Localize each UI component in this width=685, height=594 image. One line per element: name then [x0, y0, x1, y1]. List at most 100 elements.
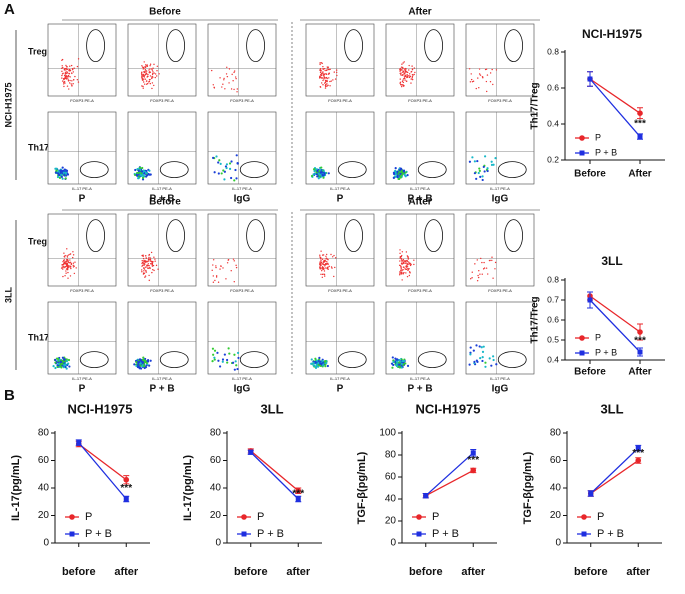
gate	[86, 219, 105, 253]
event-dot	[141, 176, 145, 179]
event-dot	[332, 256, 334, 258]
event-dot	[150, 251, 153, 254]
chart-title: 3LL	[260, 401, 283, 416]
event-dot	[141, 75, 143, 77]
event-dot	[152, 268, 154, 271]
event-dot	[212, 259, 215, 261]
event-dot	[324, 79, 327, 82]
event-dot	[236, 351, 240, 355]
event-dot	[329, 85, 331, 87]
event-dot	[235, 177, 238, 180]
event-dot	[319, 63, 321, 66]
event-dot	[154, 76, 156, 79]
y-tick-label: 40	[385, 494, 397, 505]
event-dot	[152, 71, 154, 73]
event-dot	[145, 64, 147, 66]
event-dot	[399, 257, 401, 259]
y-tick-label: 0.6	[547, 314, 559, 324]
event-dot	[64, 365, 67, 369]
event-dot	[141, 261, 144, 264]
event-dot	[322, 65, 324, 68]
event-dot	[68, 75, 70, 78]
event-dot	[333, 71, 335, 73]
event-dot	[327, 172, 330, 175]
event-dot	[64, 275, 66, 277]
event-dot	[55, 167, 58, 170]
event-dot	[149, 257, 152, 259]
event-dot	[406, 71, 409, 74]
event-dot	[468, 160, 472, 163]
y-tick-label: 0	[390, 538, 396, 549]
gate	[239, 351, 269, 369]
event-dot	[406, 275, 409, 278]
event-dot	[394, 173, 398, 176]
event-dot	[215, 155, 218, 158]
event-dot	[220, 265, 222, 267]
event-dot	[315, 172, 319, 176]
event-dot	[490, 364, 493, 367]
event-dot	[492, 358, 495, 362]
event-dot	[475, 177, 478, 180]
event-dot	[153, 72, 155, 74]
event-dot	[327, 73, 330, 75]
event-dot	[219, 162, 222, 165]
event-dot	[217, 161, 220, 164]
event-dot	[63, 265, 65, 268]
event-dot	[145, 269, 147, 272]
event-dot	[399, 84, 402, 86]
event-dot	[230, 160, 233, 163]
event-dot	[150, 260, 153, 263]
gate	[344, 29, 364, 62]
event-dot	[326, 66, 328, 68]
event-dot	[61, 264, 64, 266]
event-dot	[145, 257, 147, 259]
y-tick-label: 20	[210, 510, 222, 521]
axis-caption: IL-17 PE-A	[330, 186, 350, 191]
event-dot	[407, 267, 409, 270]
event-dot	[154, 258, 156, 260]
event-dot	[407, 261, 410, 263]
event-dot	[402, 170, 405, 173]
event-dot	[235, 154, 238, 157]
event-dot	[321, 73, 323, 75]
event-dot	[219, 268, 221, 270]
event-dot	[139, 359, 142, 362]
event-dot	[391, 356, 394, 359]
data-point	[587, 297, 593, 303]
event-dot	[402, 261, 405, 264]
event-dot	[148, 80, 151, 83]
event-dot	[149, 359, 152, 362]
event-dot	[140, 367, 143, 370]
significance: ***	[632, 448, 644, 459]
event-dot	[491, 259, 493, 262]
event-dot	[315, 363, 318, 366]
event-dot	[476, 360, 479, 363]
event-dot	[477, 274, 479, 277]
event-dot	[333, 254, 335, 257]
y-tick-label: 100	[379, 428, 396, 439]
event-dot	[233, 368, 236, 371]
event-dot	[67, 80, 70, 82]
event-dot	[401, 279, 403, 281]
event-dot	[232, 361, 235, 364]
event-dot	[61, 166, 64, 169]
event-dot	[76, 65, 79, 68]
chart-title: 3LL	[600, 401, 623, 416]
chart-title: NCI-H1975	[67, 401, 132, 416]
event-dot	[316, 169, 319, 173]
event-dot	[313, 169, 316, 173]
event-dot	[325, 253, 328, 256]
event-dot	[225, 163, 229, 166]
axis-caption: FOXP3 PE-A	[488, 98, 512, 103]
event-dot	[402, 67, 404, 69]
axis-caption: IL-17 PE-A	[72, 376, 92, 381]
event-dot	[144, 255, 147, 257]
event-dot	[66, 85, 69, 87]
event-dot	[66, 268, 69, 271]
event-dot	[405, 251, 408, 253]
event-dot	[492, 277, 494, 279]
data-point	[423, 493, 429, 499]
event-dot	[137, 171, 140, 175]
event-dot	[404, 67, 407, 70]
significance: ***	[292, 489, 304, 500]
